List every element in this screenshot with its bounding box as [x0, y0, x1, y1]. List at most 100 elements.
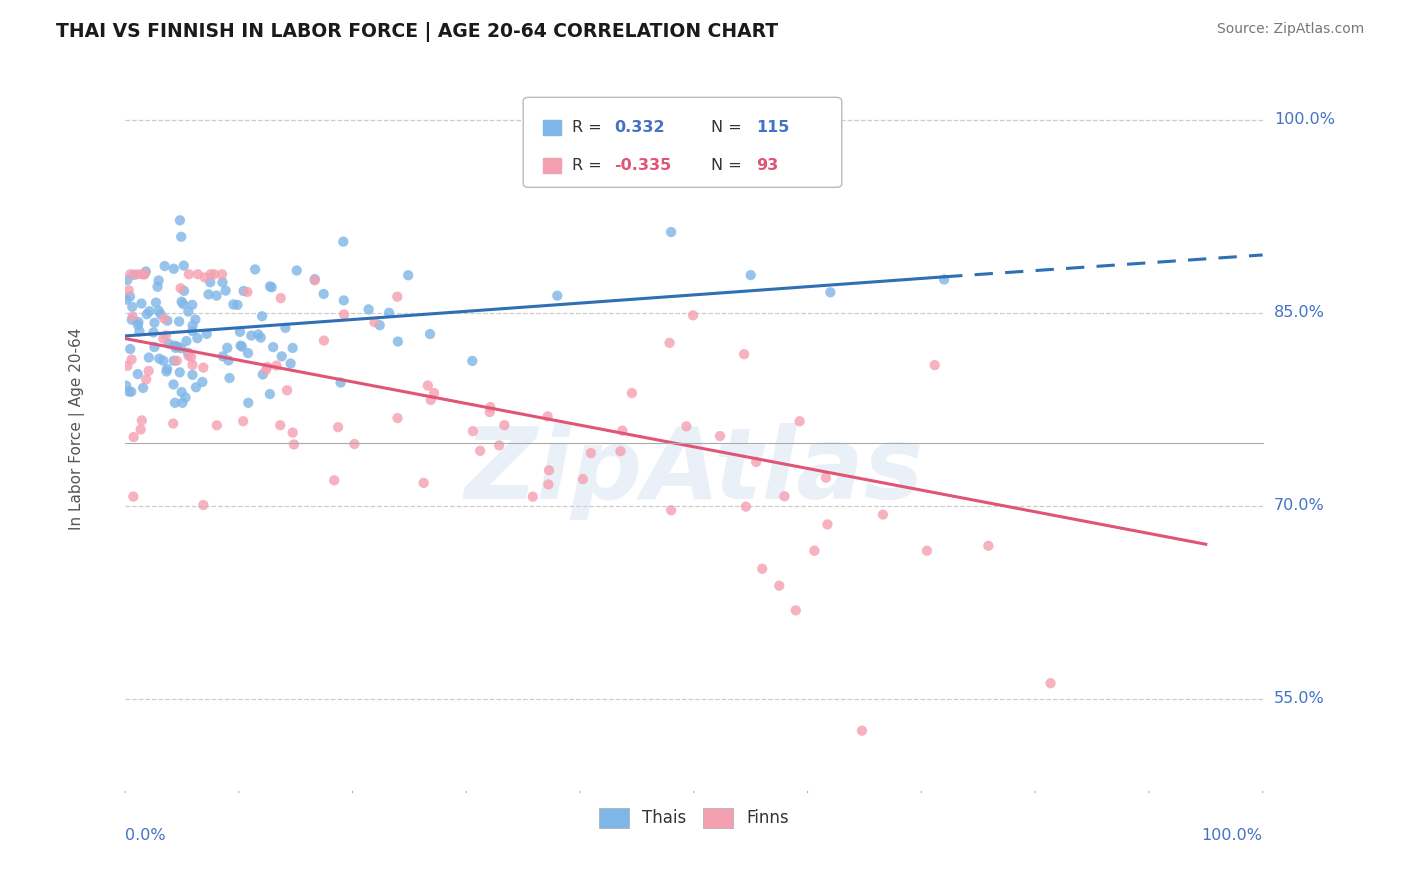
- Point: [378, 306, 401, 320]
- Point: [181, 318, 204, 333]
- Point: [128, 324, 150, 338]
- Text: 115: 115: [756, 120, 790, 135]
- Point: [191, 375, 214, 389]
- Point: [197, 287, 219, 301]
- Point: [924, 358, 946, 372]
- Point: [129, 422, 152, 436]
- Point: [127, 318, 149, 333]
- Point: [751, 562, 773, 576]
- Point: [181, 368, 204, 382]
- Point: [536, 409, 558, 424]
- Point: [256, 359, 278, 374]
- Point: [419, 327, 441, 342]
- Point: [932, 272, 955, 286]
- Point: [387, 411, 409, 425]
- Point: [211, 267, 233, 281]
- Point: [162, 417, 184, 431]
- Point: [163, 261, 186, 276]
- Point: [177, 304, 200, 318]
- Point: [198, 275, 221, 289]
- Point: [285, 263, 308, 277]
- Point: [461, 354, 484, 368]
- Point: [851, 723, 873, 738]
- Point: [184, 380, 207, 394]
- Text: R =: R =: [572, 120, 602, 135]
- Point: [120, 384, 142, 399]
- Point: [148, 351, 170, 366]
- Point: [156, 362, 179, 376]
- Point: [132, 381, 155, 395]
- Point: [195, 326, 218, 341]
- Point: [173, 259, 195, 273]
- Point: [217, 341, 239, 355]
- Point: [522, 490, 544, 504]
- Point: [363, 315, 385, 329]
- Point: [166, 339, 188, 353]
- Point: [146, 279, 169, 293]
- Point: [117, 273, 139, 287]
- Point: [479, 400, 502, 414]
- Point: [143, 340, 166, 354]
- Point: [155, 364, 177, 378]
- Bar: [543, 120, 561, 135]
- Point: [803, 543, 825, 558]
- Point: [180, 350, 202, 364]
- Point: [169, 365, 191, 379]
- Point: [412, 475, 434, 490]
- Point: [461, 424, 484, 438]
- Point: [163, 396, 186, 410]
- Point: [118, 289, 141, 303]
- Point: [153, 311, 176, 326]
- Point: [323, 474, 346, 488]
- Point: [153, 259, 176, 273]
- Text: N =: N =: [711, 120, 741, 135]
- Point: [773, 489, 796, 503]
- Point: [468, 443, 491, 458]
- Point: [134, 267, 156, 281]
- Point: [283, 437, 305, 451]
- Point: [131, 413, 153, 427]
- Point: [259, 387, 281, 401]
- Point: [814, 470, 837, 484]
- Point: [135, 264, 157, 278]
- Point: [357, 302, 380, 317]
- Bar: [543, 158, 561, 173]
- Point: [214, 284, 236, 298]
- Point: [145, 295, 167, 310]
- Point: [675, 419, 697, 434]
- Point: [709, 429, 731, 443]
- Point: [332, 235, 354, 249]
- Text: 100.0%: 100.0%: [1274, 112, 1334, 128]
- Point: [423, 386, 446, 401]
- Point: [152, 353, 174, 368]
- Point: [152, 332, 174, 346]
- Point: [745, 455, 768, 469]
- Point: [326, 420, 349, 434]
- Point: [329, 376, 352, 390]
- Point: [121, 313, 143, 327]
- Point: [537, 477, 560, 491]
- Point: [222, 297, 245, 311]
- Point: [658, 335, 681, 350]
- Point: [135, 372, 157, 386]
- Point: [121, 300, 143, 314]
- Point: [205, 288, 228, 302]
- Point: [304, 273, 326, 287]
- Point: [236, 346, 259, 360]
- Point: [343, 437, 366, 451]
- Point: [131, 296, 153, 310]
- Point: [478, 405, 501, 419]
- Point: [170, 229, 193, 244]
- Point: [259, 279, 281, 293]
- Point: [202, 267, 225, 281]
- Point: [138, 364, 160, 378]
- Point: [177, 345, 200, 359]
- Point: [281, 341, 304, 355]
- Point: [177, 267, 200, 281]
- Point: [240, 328, 263, 343]
- Point: [177, 349, 200, 363]
- Point: [387, 290, 409, 304]
- Point: [170, 294, 193, 309]
- Point: [820, 285, 842, 300]
- Legend: Thais, Finns: Thais, Finns: [592, 802, 796, 834]
